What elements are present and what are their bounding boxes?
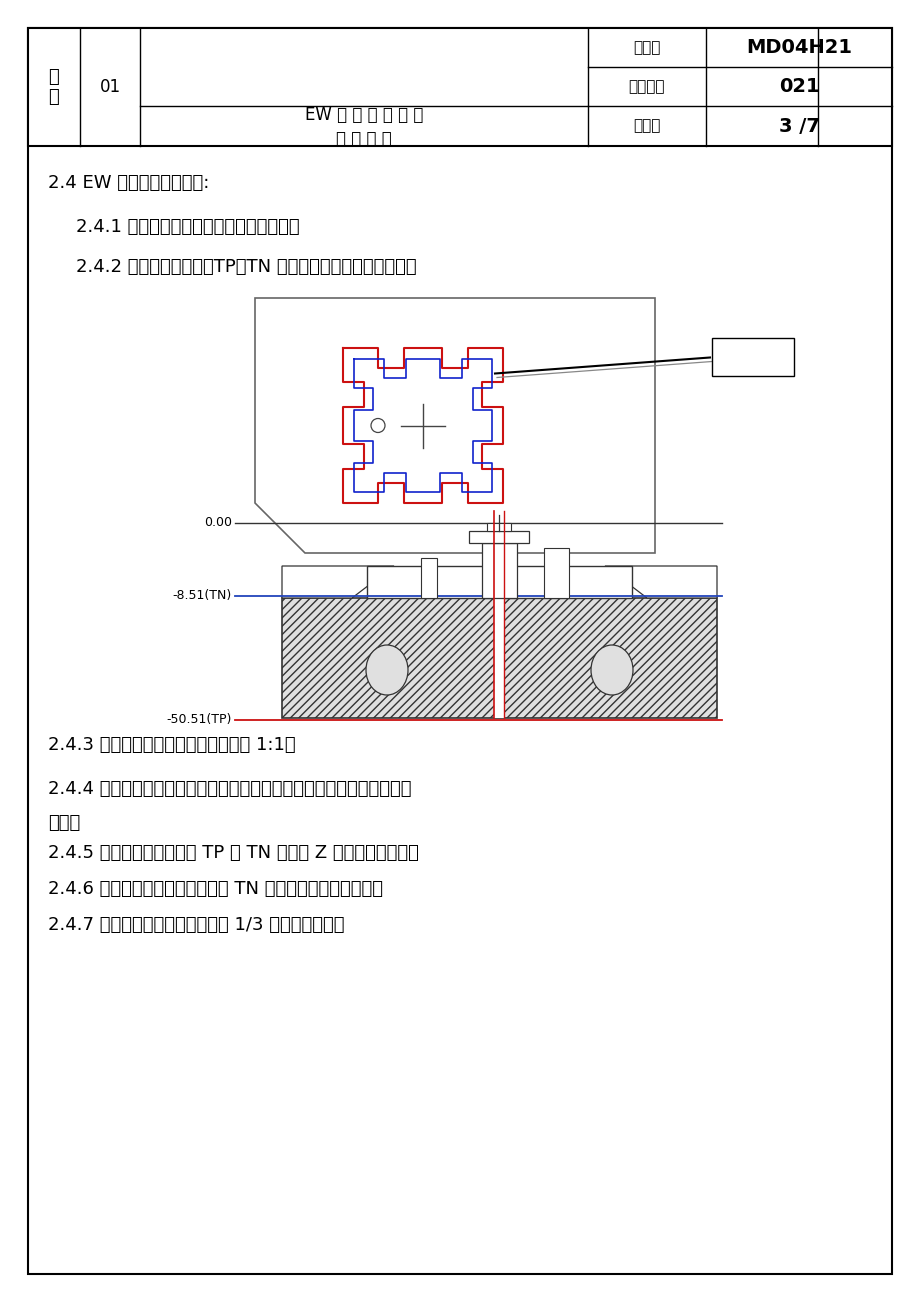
Text: EW 加 工 程 式 製 作: EW 加 工 程 式 製 作 <box>304 105 423 124</box>
Bar <box>469 531 529 543</box>
Bar <box>367 566 631 598</box>
Text: 2.4.6 上下異形之銅線脉離長度為 TN 起割點至起劉面之距離。: 2.4.6 上下異形之銅線脉離長度為 TN 起割點至起劉面之距離。 <box>48 880 382 898</box>
Text: 相同。: 相同。 <box>48 814 80 832</box>
Polygon shape <box>282 566 393 598</box>
Polygon shape <box>605 566 716 598</box>
Text: 強制接: 強制接 <box>737 348 767 366</box>
Text: -8.51(TN): -8.51(TN) <box>173 590 232 603</box>
Bar <box>28 29 891 146</box>
Text: 編　碼: 編 碼 <box>632 40 660 55</box>
Text: 01: 01 <box>99 78 120 95</box>
Text: 2.4.7 線割下刀點選在入子總長的 1/3 的整數的平面。: 2.4.7 線割下刀點選在入子總長的 1/3 的整數的平面。 <box>48 917 344 934</box>
Text: 0.00: 0.00 <box>204 517 232 530</box>
Text: 3 /7: 3 /7 <box>777 116 819 135</box>
Text: 2.4 EW 程式製作注意事項:: 2.4 EW 程式製作注意事項: <box>48 174 210 191</box>
Text: 版
序: 版 序 <box>49 68 60 107</box>
Polygon shape <box>255 298 654 553</box>
Text: 2.4.2 製作上下異形時，TP、TN 線形段數須相同及強制接點。: 2.4.2 製作上下異形時，TP、TN 線形段數須相同及強制接點。 <box>76 258 416 276</box>
Text: 頁　次: 頁 次 <box>632 118 660 134</box>
Bar <box>487 523 511 531</box>
Text: 作 業 標 準: 作 業 標 準 <box>335 130 391 148</box>
Text: 2.4.3 程式製作時，須確認圖檔比例為 1:1。: 2.4.3 程式製作時，須確認圖檔比例為 1:1。 <box>48 736 295 754</box>
Text: 2.4.5 程式製作時，須確認 TP 與 TN 圖形之 Z 軸設定是否正確。: 2.4.5 程式製作時，須確認 TP 與 TN 圖形之 Z 軸設定是否正確。 <box>48 844 418 862</box>
Bar <box>282 598 716 717</box>
Bar <box>544 548 569 598</box>
Text: 2.4.4 程式製作時，須確認零點位置是否正確，程式零點是否與模具圖面: 2.4.4 程式製作時，須確認零點位置是否正確，程式零點是否與模具圖面 <box>48 780 411 798</box>
Text: MD04H21: MD04H21 <box>745 38 851 57</box>
Bar <box>494 523 504 717</box>
Text: -50.51(TP): -50.51(TP) <box>166 713 232 727</box>
Text: 2.4.1 製作程式時確認程式名稱是否正確。: 2.4.1 製作程式時確認程式名稱是否正確。 <box>76 217 300 236</box>
Ellipse shape <box>366 644 407 695</box>
Bar <box>421 559 437 598</box>
Bar <box>482 543 516 598</box>
Text: 021: 021 <box>777 77 819 96</box>
Bar <box>711 337 793 375</box>
Text: 累計篇數: 累計篇數 <box>628 79 664 94</box>
Ellipse shape <box>590 644 632 695</box>
